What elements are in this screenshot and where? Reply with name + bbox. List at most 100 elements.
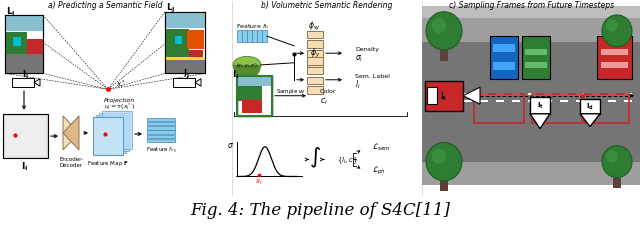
Text: Projection: Projection [104,98,136,103]
Bar [522,37,550,79]
Circle shape [426,13,462,51]
Text: $x_i^*$: $x_i^*$ [116,78,126,91]
Bar [613,178,621,188]
Bar [584,94,629,124]
Bar [448,101,456,103]
Text: $\sigma_i$: $\sigma_i$ [355,53,364,63]
Bar [12,78,34,88]
Bar [307,32,323,39]
Text: a) Predicting a Semantic Field: a) Predicting a Semantic Field [48,1,163,10]
Bar [173,78,195,88]
Bar [307,60,323,68]
Text: $\{l_i, c\}$: $\{l_i, c\}$ [337,155,358,165]
Bar [242,101,262,113]
Bar [496,101,504,103]
Bar [165,13,205,74]
Bar [425,81,463,111]
Bar [307,41,323,49]
Bar [147,126,175,130]
Circle shape [602,16,632,48]
Bar [3,114,48,159]
Bar [238,77,262,101]
Bar [493,62,515,71]
Bar [5,16,43,74]
Text: $\mathbf{L_J}$: $\mathbf{L_J}$ [166,2,175,15]
Circle shape [432,19,446,34]
Bar [93,117,123,155]
Bar [252,31,257,42]
Bar [422,42,640,162]
Bar [307,68,323,75]
Text: $\mathbf{I_I}$: $\mathbf{I_I}$ [21,160,29,172]
Bar [175,37,182,45]
Bar [480,101,488,103]
Text: $\mathcal{L}_{sem}$: $\mathcal{L}_{sem}$ [372,141,390,153]
Bar [165,59,205,74]
Text: Feature $f_h$: Feature $f_h$ [236,22,268,31]
Text: Sem. Label: Sem. Label [355,74,390,79]
Bar [532,94,582,124]
Text: Sample $w_i$: Sample $w_i$ [276,87,306,95]
Polygon shape [34,79,40,87]
Text: $\mathbf{L_I}$: $\mathbf{L_I}$ [6,5,15,18]
Bar [624,93,632,95]
Bar [147,118,175,122]
Bar [187,31,204,50]
Bar [427,88,437,105]
Text: $\mathbf{I_d}$: $\mathbf{I_d}$ [586,102,594,112]
Bar [102,111,132,149]
Wedge shape [233,66,261,80]
Text: b) Volumetric Semantic Rendering: b) Volumetric Semantic Rendering [261,1,393,10]
Bar [242,31,246,42]
Bar [464,93,472,95]
Bar [512,101,520,103]
Bar [237,31,241,42]
Bar [512,93,520,95]
Bar [528,93,536,95]
Bar [601,50,628,56]
Text: $\sigma$: $\sigma$ [227,140,234,149]
Bar [580,99,600,114]
Polygon shape [195,79,201,87]
Bar [422,19,640,42]
Bar [525,50,547,56]
Bar [307,87,323,94]
Text: $x_i$: $x_i$ [255,178,263,187]
Polygon shape [63,116,79,150]
Text: $l_i$: $l_i$ [355,79,360,91]
Bar [165,13,205,74]
Bar [440,181,448,191]
Bar [576,101,584,103]
Bar [474,94,524,124]
Bar [189,51,203,63]
Bar [576,93,584,95]
Bar [525,62,547,69]
Bar [165,30,189,58]
Bar [5,16,43,74]
Bar [307,77,323,85]
Text: $\mathbf{I_J}$: $\mathbf{I_J}$ [182,68,189,81]
Text: $\phi_{y}$: $\phi_{y}$ [310,46,320,59]
Text: $\mathbf{I_I}$: $\mathbf{I_I}$ [22,68,28,80]
Bar [613,48,621,58]
Bar [528,101,536,103]
Text: $\mathbf{I_t}$: $\mathbf{I_t}$ [536,101,543,111]
Bar [608,101,616,103]
Circle shape [602,146,632,178]
Text: $\phi_{sy}$: $\phi_{sy}$ [308,20,321,33]
Bar [147,139,175,143]
Circle shape [606,150,618,163]
Text: Feature $f_{v_0}$: Feature $f_{v_0}$ [146,144,177,154]
Bar [147,135,175,139]
Bar [597,37,632,79]
Bar [165,58,205,60]
Bar [592,93,600,95]
Bar [13,38,21,47]
Text: $\mathbf{I_t}$: $\mathbf{I_t}$ [440,90,448,103]
Bar [147,122,175,126]
Bar [307,51,323,58]
Text: $u_i = \tau(x_i^*)$: $u_i = \tau(x_i^*)$ [104,100,136,111]
Circle shape [432,149,446,164]
Bar [262,31,266,42]
Text: Encoder-
Decoder: Encoder- Decoder [59,157,83,167]
